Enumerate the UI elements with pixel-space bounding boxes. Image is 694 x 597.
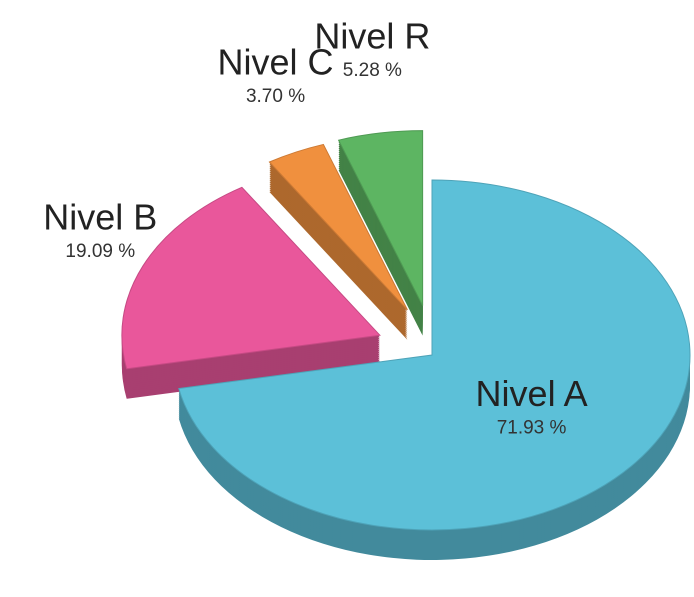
- slice-label: Nivel C: [218, 41, 334, 82]
- slice: [121, 186, 381, 370]
- slice-value-label: 3.70 %: [246, 86, 305, 107]
- slice: [178, 179, 691, 531]
- slice-value-label: 19.09 %: [65, 241, 135, 262]
- slice: [268, 143, 408, 311]
- slice-label: Nivel B: [43, 196, 157, 237]
- slice: [337, 130, 424, 306]
- slice-value-label: 5.28 %: [343, 60, 402, 81]
- slice-label: Nivel R: [314, 15, 430, 56]
- slice-value-label: 71.93 %: [497, 418, 567, 439]
- slice-label: Nivel A: [476, 373, 588, 414]
